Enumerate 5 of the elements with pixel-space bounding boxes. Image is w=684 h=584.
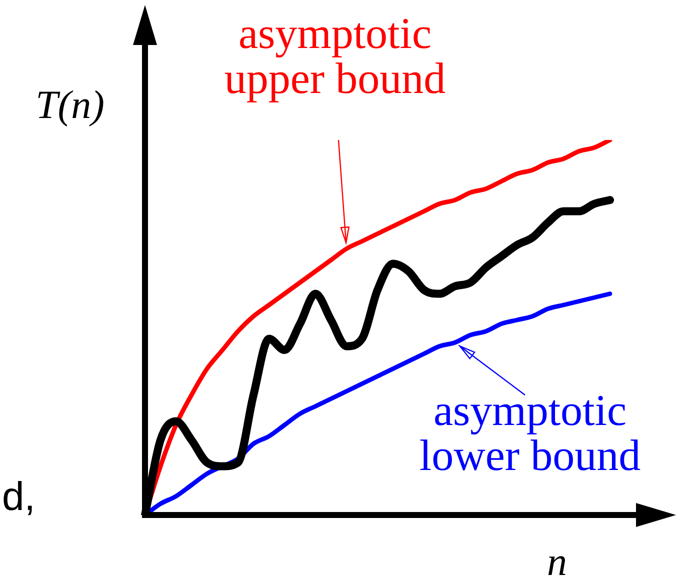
text: d,: [2, 475, 36, 519]
text: asymptotic upper bound: [224, 9, 446, 103]
x-axis-title: n: [547, 539, 567, 584]
y-axis-title: T(n): [36, 82, 104, 127]
series-label: asymptotic lower bound: [419, 386, 641, 480]
